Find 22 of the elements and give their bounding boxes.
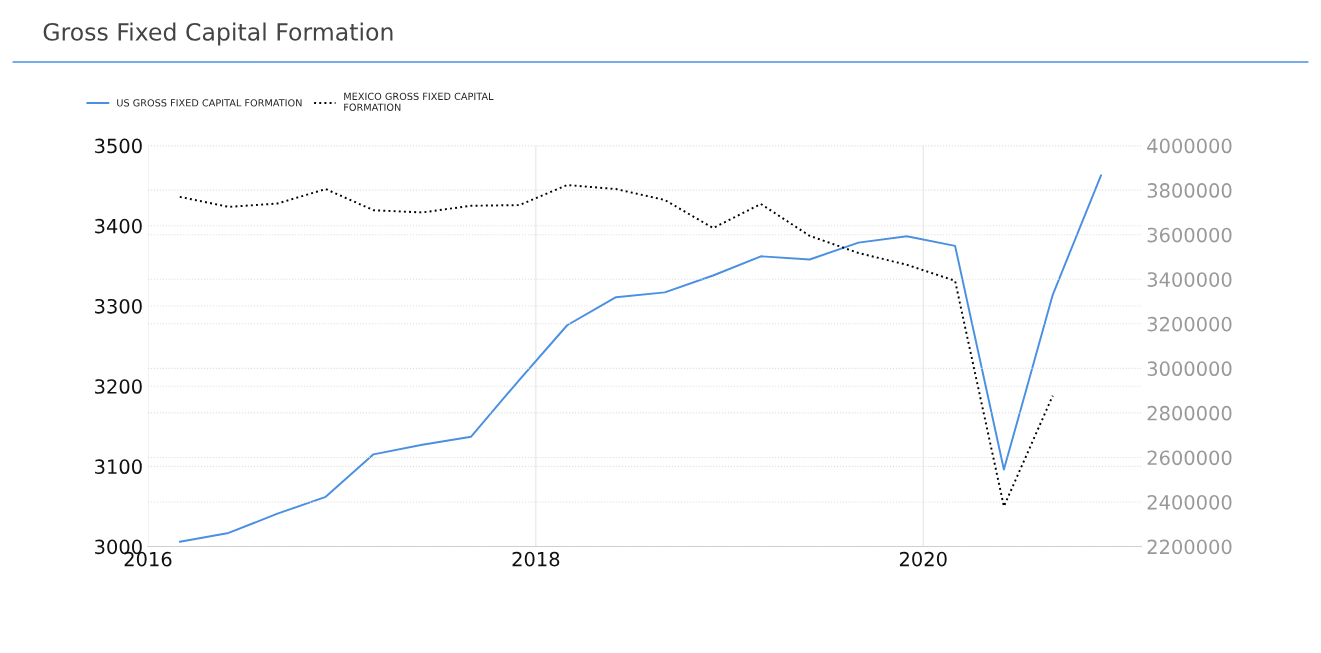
y2-tick-label: 3800000 (1147, 183, 1232, 198)
legend-label: MEXICO GROSS FIXED CAPITAL FORMATION (344, 92, 494, 111)
legend-label: US GROSS FIXED CAPITAL FORMATION (117, 99, 302, 107)
y-tick-label: 3300 (95, 298, 142, 314)
y2-tick-label: 2400000 (1147, 494, 1232, 510)
y-tick-label: 3200 (95, 379, 142, 394)
y2-tick-label: 3600000 (1147, 227, 1232, 243)
y2-tick-label: 3200000 (1147, 316, 1232, 332)
y-tick-label: 3400 (95, 218, 142, 234)
y2-tick-label: 3000000 (1147, 361, 1232, 377)
x-tick-label: 2020 (899, 551, 947, 567)
line-series (178, 174, 1102, 543)
y2-tick-label: 2200000 (1147, 539, 1232, 555)
y2-tick-label: 2800000 (1147, 405, 1232, 421)
y-tick-label: 3100 (95, 459, 142, 475)
y2-tick-label: 4000000 (1147, 138, 1232, 154)
x-tick-label: 2018 (512, 551, 560, 567)
chart-title: Gross Fixed Capital Formation (43, 22, 393, 46)
y2-tick-label: 2600000 (1147, 450, 1232, 466)
y2-tick-label: 3400000 (1147, 272, 1232, 287)
line-series (178, 184, 1054, 508)
y-tick-label: 3500 (95, 138, 142, 154)
